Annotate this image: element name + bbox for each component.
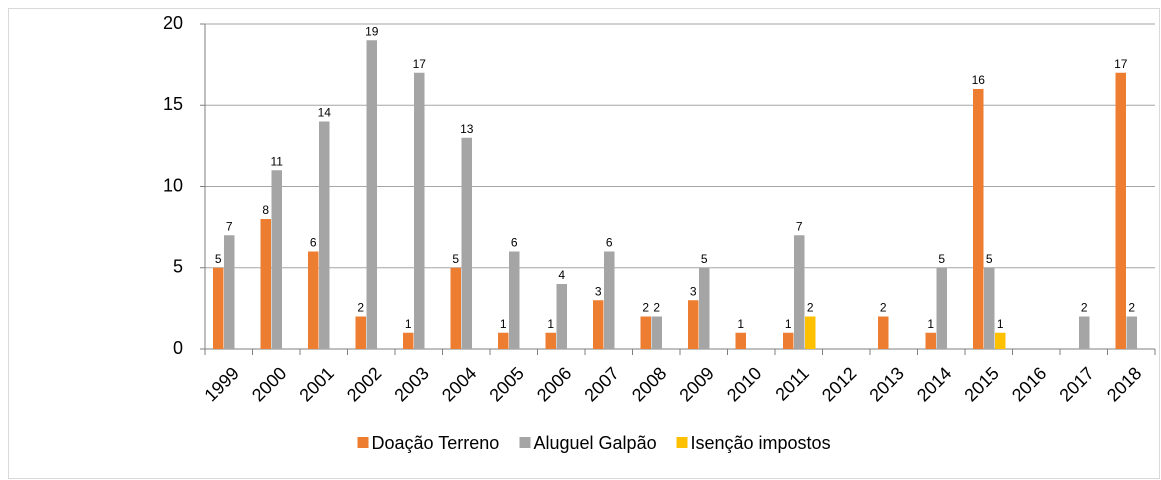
data-label: 8 (262, 203, 269, 217)
data-label: 3 (595, 284, 602, 298)
bar (794, 235, 805, 349)
data-label: 17 (1114, 57, 1128, 71)
bar (308, 251, 319, 349)
bar (260, 219, 271, 349)
data-label: 19 (365, 24, 379, 38)
data-label: 4 (558, 268, 565, 282)
legend-swatch (357, 437, 369, 448)
data-label: 5 (701, 252, 708, 266)
bar (640, 316, 651, 349)
data-label: 6 (511, 236, 518, 250)
data-label: 2 (653, 301, 660, 315)
bar (213, 267, 224, 349)
bar (271, 170, 282, 349)
legend-label: Aluguel Galpão (534, 433, 657, 453)
data-label: 11 (271, 154, 284, 168)
bar (545, 332, 556, 349)
bar (1115, 72, 1126, 349)
y-tick-label: 10 (163, 175, 183, 195)
bar (805, 316, 816, 349)
y-tick-label: 5 (173, 257, 183, 277)
data-label: 2 (642, 301, 649, 315)
data-label: 1 (785, 317, 792, 331)
y-tick-label: 20 (163, 13, 183, 33)
data-label: 5 (215, 252, 222, 266)
legend-swatch (519, 437, 531, 448)
bar (355, 316, 366, 349)
data-label: 5 (986, 252, 993, 266)
bar (450, 267, 461, 349)
bar (688, 300, 699, 349)
bar (973, 89, 984, 349)
data-label: 3 (690, 284, 697, 298)
bar (604, 251, 615, 349)
data-label: 7 (796, 219, 803, 233)
data-label: 2 (1081, 301, 1088, 315)
legend-swatch (676, 437, 688, 448)
legend-label: Doação Terreno (372, 433, 500, 453)
bar (366, 40, 377, 349)
bar (556, 284, 567, 349)
data-label: 1 (927, 317, 934, 331)
bar (319, 121, 330, 349)
bar (509, 251, 520, 349)
data-label: 5 (938, 252, 945, 266)
data-label: 2 (880, 301, 887, 315)
data-label: 6 (310, 236, 317, 250)
bar (651, 316, 662, 349)
data-label: 14 (318, 106, 332, 120)
bar (925, 332, 936, 349)
bar (735, 332, 746, 349)
data-label: 1 (997, 317, 1004, 331)
legend-label: Isenção impostos (691, 433, 831, 453)
chart-border (8, 8, 1160, 479)
data-label: 16 (972, 73, 986, 87)
data-label: 13 (460, 122, 474, 136)
bar (461, 137, 472, 349)
bar (995, 332, 1006, 349)
bar (498, 332, 509, 349)
data-label: 17 (413, 57, 427, 71)
bar (1079, 316, 1090, 349)
bar (1126, 316, 1137, 349)
bar (414, 72, 425, 349)
data-label: 2 (1128, 301, 1135, 315)
data-label: 6 (606, 236, 613, 250)
data-label: 2 (807, 301, 814, 315)
y-tick-label: 15 (163, 94, 183, 114)
data-label: 1 (405, 317, 412, 331)
data-label: 1 (500, 317, 507, 331)
y-tick-label: 0 (173, 338, 183, 358)
bar (783, 332, 794, 349)
bar (224, 235, 235, 349)
data-label: 2 (357, 301, 364, 315)
bar (593, 300, 604, 349)
data-label: 1 (737, 317, 744, 331)
bar (936, 267, 947, 349)
data-label: 5 (452, 252, 459, 266)
bar (878, 316, 889, 349)
data-label: 1 (547, 317, 554, 331)
bar (984, 267, 995, 349)
bar (403, 332, 414, 349)
data-label: 7 (226, 219, 233, 233)
bar (699, 267, 710, 349)
